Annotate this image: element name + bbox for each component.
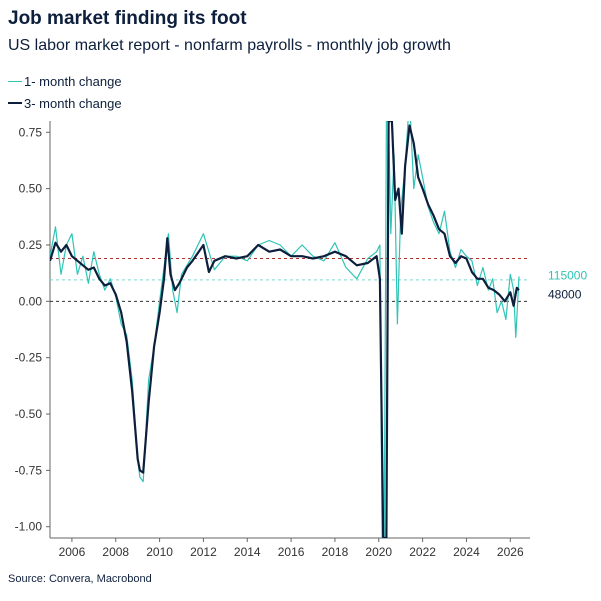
y-tick-label: -0.25 xyxy=(15,351,43,365)
x-tick-label: 2016 xyxy=(278,545,305,559)
x-tick-label: 2010 xyxy=(146,545,173,559)
legend-swatch-1-month xyxy=(8,80,22,82)
y-tick-label: 0.00 xyxy=(19,294,43,308)
series-line-1-month xyxy=(50,121,520,538)
value-annotation: 48000 xyxy=(548,288,582,302)
value-annotation: 115000 xyxy=(548,268,587,282)
y-tick-label: 0.50 xyxy=(19,182,43,196)
legend-item-3-month: 3- month change xyxy=(8,92,122,114)
legend-swatch-3-month xyxy=(8,102,22,104)
y-tick-label: 0.75 xyxy=(19,125,43,139)
chart-subtitle: US labor market report - nonfarm payroll… xyxy=(8,37,451,54)
y-tick-label: -0.75 xyxy=(15,463,43,477)
y-tick-label: -0.50 xyxy=(15,407,43,421)
x-tick-label: 2014 xyxy=(234,545,261,559)
x-tick-label: 2018 xyxy=(322,545,349,559)
chart-title: Job market finding its foot xyxy=(8,8,247,29)
legend-label-3-month: 3- month change xyxy=(24,95,122,111)
x-tick-label: 2020 xyxy=(365,545,392,559)
x-tick-label: 2024 xyxy=(453,545,480,559)
source-note: Source: Convera, Macrobond xyxy=(8,573,152,585)
legend: 1- month change 3- month change xyxy=(8,70,122,114)
series-line-3-month xyxy=(50,121,520,538)
legend-label-1-month: 1- month change xyxy=(24,73,122,89)
y-tick-label: 0.25 xyxy=(19,238,43,252)
x-tick-label: 2006 xyxy=(59,545,86,559)
x-tick-label: 2008 xyxy=(102,545,129,559)
x-tick-label: 2026 xyxy=(497,545,524,559)
y-tick-label: -1.00 xyxy=(15,520,43,534)
legend-item-1-month: 1- month change xyxy=(8,70,122,92)
x-tick-label: 2022 xyxy=(409,545,436,559)
x-tick-label: 2012 xyxy=(190,545,217,559)
